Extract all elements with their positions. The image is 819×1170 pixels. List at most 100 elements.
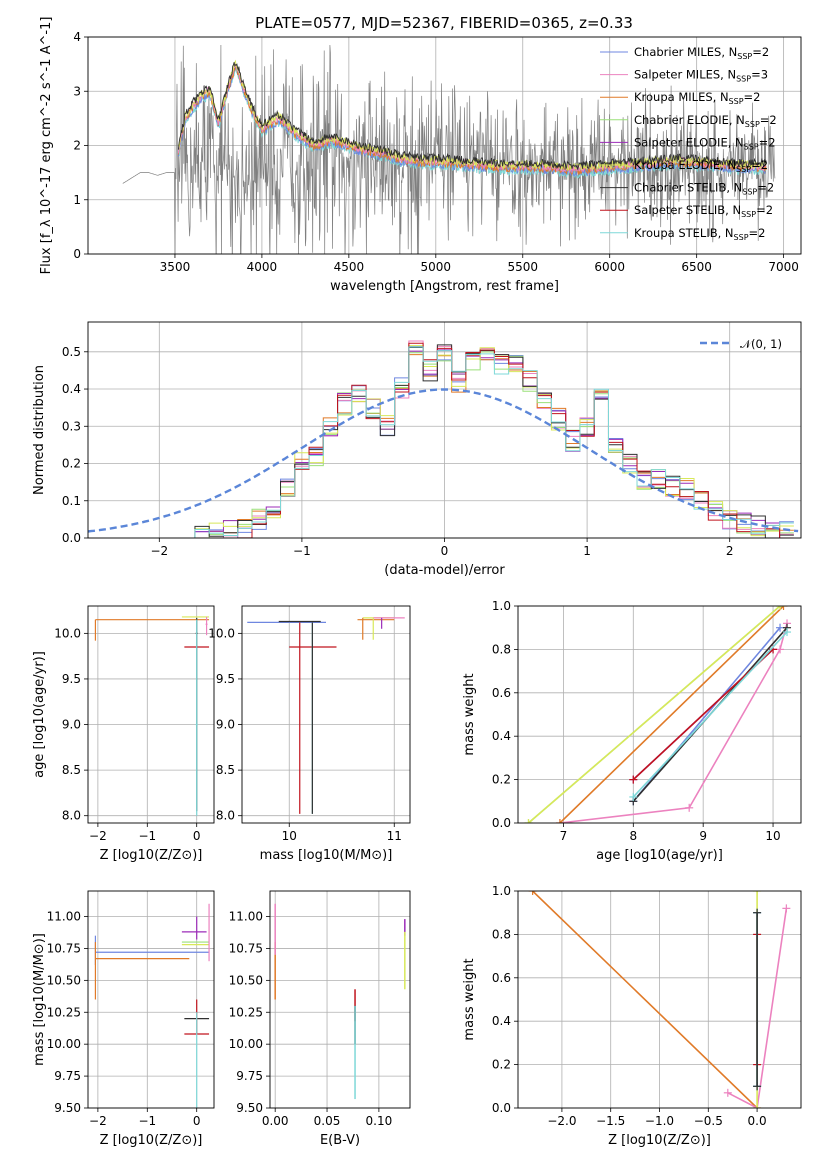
- x-tick-label: −1: [293, 544, 311, 558]
- axes-residuals: −2 −1 0 1 2 0.0 0.1 0.2 0.3 0.4 0.5 (data-model)/er…: [32, 321, 802, 578]
- y-tick-label: 10.00: [229, 1037, 263, 1051]
- x-tick-label: −1.5: [596, 1114, 625, 1128]
- legend-text-main: Kroupa ELODIE, N: [634, 158, 736, 172]
- axes-mass-vs-EBV: 0.00 0.05 0.10 9.50 9.75 10.00 10.25 10.50 10.75…: [229, 890, 411, 1148]
- legend-text-main: Chabrier ELODIE, N: [634, 113, 745, 127]
- y-tick-label: 8.5: [62, 763, 81, 777]
- y-tick-label: 0.5: [62, 345, 81, 359]
- y-tick-label: 11.00: [229, 910, 263, 924]
- x-axis-label: age [log10(age/yr)]: [596, 848, 723, 863]
- y-tick-label: 3: [73, 84, 81, 98]
- legend-text-tail: =2: [756, 203, 773, 217]
- legend-entry: Kroupa ELODIE, NSSP=2: [634, 158, 768, 174]
- x-tick-label: −0.5: [694, 1114, 723, 1128]
- y-tick-label: 2: [73, 139, 81, 153]
- y-tick-label: 10.75: [229, 941, 263, 955]
- legend-text-sub: SSP: [737, 52, 752, 61]
- axes-frame: [241, 605, 411, 824]
- weight-line-kroupa-elodie: [527, 606, 781, 823]
- y-tick-label: 0.4: [492, 729, 511, 743]
- legend-text-main: Salpeter MILES, N: [634, 68, 736, 82]
- legend-text-main: Chabrier STELIB, N: [634, 181, 742, 195]
- axes-frame: [87, 36, 802, 255]
- y-tick-label: 0.3: [62, 419, 81, 433]
- y-axis-label: age [log10(age/yr)]: [32, 651, 47, 778]
- x-tick-label: 7000: [768, 260, 799, 274]
- x-axis-label: mass [log10(M/M⊙)]: [260, 848, 393, 863]
- y-tick-label: 0.0: [492, 816, 511, 830]
- x-axis-label: Z [log10(Z/Z⊙)]: [608, 1133, 711, 1148]
- plot-area-mass-vs-Z: [94, 903, 210, 1108]
- y-tick-label: 10.0: [208, 626, 235, 640]
- legend-text-sub: SSP: [741, 210, 756, 219]
- plot-area-spectrum: [122, 44, 776, 254]
- x-tick-label: −2: [89, 829, 107, 843]
- legend-entry: Chabrier MILES, NSSP=2: [634, 45, 769, 61]
- y-tick-label: 4: [73, 30, 81, 44]
- y-tick-label: 9.50: [236, 1101, 263, 1115]
- legend-text-sub: SSP: [736, 75, 751, 84]
- legend-entry: Salpeter ELODIE, NSSP=2: [634, 135, 776, 151]
- axes-age-vs-Z: −2 −1 0 8.0 8.5 9.0 9.5 10.0 Z [log10(Z/Z⊙)] age …: [32, 605, 215, 863]
- y-tick-label: 10.00: [47, 1037, 81, 1051]
- x-tick-label: 0.0: [748, 1114, 767, 1128]
- y-tick-label: 0.0: [62, 531, 81, 545]
- y-tick-label: 8.5: [216, 763, 235, 777]
- legend-text-tail: =2: [752, 45, 769, 59]
- legend-entry: Salpeter MILES, NSSP=3: [634, 68, 768, 84]
- x-tick-label: 10: [282, 829, 297, 843]
- axes-frame: [517, 605, 802, 824]
- y-tick-label: 9.5: [216, 672, 235, 686]
- x-tick-label: 4000: [247, 260, 278, 274]
- axes-frame: [87, 890, 215, 1109]
- x-tick-label: −1: [138, 829, 156, 843]
- y-tick-label: 11.00: [47, 910, 81, 924]
- x-tick-label: 0.05: [314, 1114, 341, 1128]
- legend-text-tail: =2: [759, 135, 776, 149]
- x-tick-label: 4500: [334, 260, 365, 274]
- y-tick-label: 0.4: [62, 382, 81, 396]
- y-tick-label: 10.75: [47, 941, 81, 955]
- weight-line-chabrier-miles: [632, 627, 781, 802]
- data-spectrum-line: [122, 44, 776, 254]
- legend-text-tail: =3: [751, 68, 768, 82]
- legend-entry: Salpeter STELIB, NSSP=2: [634, 203, 773, 219]
- x-tick-label: 8: [629, 829, 637, 843]
- x-tick-label: 5500: [507, 260, 538, 274]
- y-axis-label: Normed distribution: [32, 365, 47, 495]
- y-tick-label: 9.75: [54, 1069, 81, 1083]
- axes-mass-weight-vs-age: 7 8 9 10 0.0 0.2 0.4 0.6 0.8 1.0 age [log10(age/yr…: [462, 599, 802, 863]
- legend-text-sub: SSP: [736, 165, 751, 174]
- y-tick-label: 10.25: [47, 1005, 81, 1019]
- legend-text-tail: =2: [749, 226, 766, 240]
- legend-entry: Kroupa STELIB, NSSP=2: [634, 226, 765, 242]
- plot-area-age-vs-mass: [247, 617, 405, 814]
- plot-area-residuals: [88, 340, 799, 538]
- x-tick-label: −2: [150, 544, 168, 558]
- plot-area-mass-weight-vs-age: [524, 606, 792, 823]
- legend-text-tail: =2: [757, 181, 774, 195]
- x-tick-label: 0: [193, 1114, 201, 1128]
- axes-mass-weight-vs-Z: −2.0 −1.5 −1.0 −0.5 0.0 0.0 0.2 0.4 0.6 0.8 1.0 Z […: [462, 884, 802, 1148]
- axes-frame: [269, 890, 411, 1109]
- weight-line-kroupa-stelib: [632, 631, 788, 798]
- y-tick-label: 8.0: [62, 809, 81, 823]
- x-tick-label: −1.0: [645, 1114, 674, 1128]
- x-axis-label: E(B-V): [320, 1133, 360, 1148]
- plot-area-age-vs-Z: [94, 616, 210, 816]
- model-spectrum-salpeter-miles: [177, 63, 767, 174]
- histogram-kroupa-stelib: [194, 346, 794, 538]
- y-tick-label: 10.50: [229, 973, 263, 987]
- y-tick-label: 1.0: [492, 599, 511, 613]
- x-tick-label: 0: [441, 544, 449, 558]
- y-tick-label: 1: [73, 193, 81, 207]
- axes-frame: [87, 605, 215, 824]
- y-tick-label: 0.2: [62, 457, 81, 471]
- plots-group: 3500 4000 4500 5000 5500 6000 6500 700001234wav…: [32, 17, 802, 1148]
- y-axis-label: mass [log10(M/M⊙)]: [32, 933, 47, 1066]
- legend-text-tail: =2: [751, 158, 768, 172]
- y-tick-label: 9.0: [62, 718, 81, 732]
- plot-area-mass-vs-EBV: [274, 903, 406, 1100]
- axes-frame: [517, 890, 802, 1109]
